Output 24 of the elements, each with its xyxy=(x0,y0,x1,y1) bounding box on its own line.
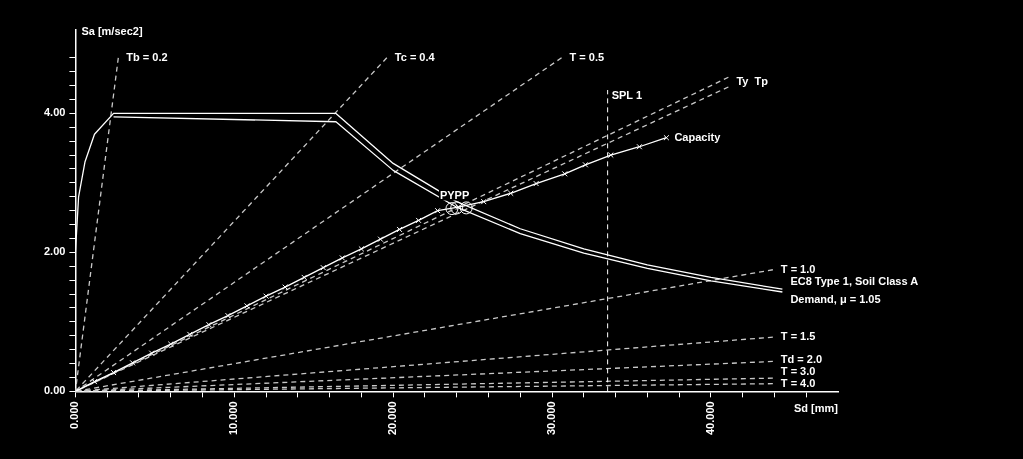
x-tick-label: 30.000 xyxy=(545,401,558,436)
series-label: Capacity xyxy=(674,130,722,143)
x-tick-label: 40.000 xyxy=(703,401,716,436)
series-label: T = 4.0 xyxy=(780,376,816,389)
x-tick-label: 0.000 xyxy=(68,401,81,429)
y-tick-label: 4.00 xyxy=(43,106,66,119)
ref-line-label: SPL 1 xyxy=(611,89,643,102)
annotation: Ty Tp xyxy=(736,75,769,88)
series-label: T = 3.0 xyxy=(780,364,816,377)
series-label: T = 1.5 xyxy=(780,330,816,343)
series-label: Td = 2.0 xyxy=(780,352,823,365)
series-label: Demand, μ = 1.05 xyxy=(790,293,881,306)
series-label: PYPP xyxy=(439,188,470,201)
series-label: T = 1.0 xyxy=(780,262,816,275)
y-tick-label: 2.00 xyxy=(43,245,66,258)
series-label: Tc = 0.4 xyxy=(394,50,436,63)
x-tick-label: 10.000 xyxy=(227,401,240,436)
series-label: Tb = 0.2 xyxy=(126,50,168,63)
y-axis-title: Sa [m/sec2] xyxy=(81,25,143,38)
x-axis-title: Sd [mm] xyxy=(794,401,839,414)
x-tick-label: 20.000 xyxy=(386,401,399,436)
series-label: T = 0.5 xyxy=(569,50,605,63)
series-label: EC8 Type 1, Soil Class A xyxy=(790,275,919,288)
y-tick-label: 0.00 xyxy=(43,384,66,397)
